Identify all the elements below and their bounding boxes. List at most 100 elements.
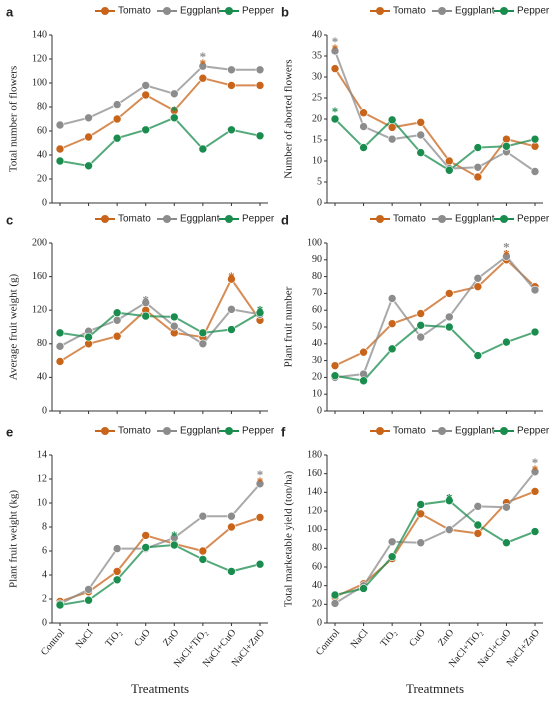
data-point: [387, 134, 397, 144]
data-point: [502, 337, 511, 347]
data-point: [330, 361, 340, 370]
x-tick-label: Control: [314, 627, 342, 658]
data-point: [359, 108, 368, 117]
annotation: *: [332, 34, 339, 49]
data-point: [141, 125, 151, 135]
legend-label: Eggplant: [455, 214, 495, 225]
legend-marker: [438, 7, 446, 15]
y-tick-label: 20: [37, 173, 47, 184]
data-point: [330, 114, 340, 124]
data-point: [530, 142, 540, 151]
y-tick-label: 0: [42, 197, 47, 208]
panel: e Tomato Eggplant Pepper 0 2 4 6 8 10 12 14 Control N…: [6, 424, 275, 696]
data-point: [169, 312, 179, 322]
legend-label: Tomato: [393, 426, 426, 437]
data-point: [227, 522, 236, 532]
y-tick-label: 4: [42, 569, 47, 580]
series-line: [334, 118, 536, 172]
data-point: [255, 308, 265, 318]
data-point: [227, 65, 236, 75]
y-tick-label: 40: [312, 29, 322, 40]
data-point: [416, 118, 426, 127]
series-line: [334, 324, 536, 382]
data-point: [387, 319, 397, 328]
data-point: [227, 567, 236, 576]
legend-label: Eggplant: [180, 214, 220, 225]
legend-label: Eggplant: [180, 6, 220, 17]
annotation: *: [257, 467, 264, 482]
data-point: [444, 496, 454, 506]
data-point: [502, 252, 511, 261]
x-tick-label: CuO: [407, 627, 428, 649]
data-point: [112, 331, 122, 341]
data-point: [198, 511, 208, 521]
x-tick-label: ZnO: [436, 627, 456, 648]
data-point: [112, 544, 122, 553]
data-point: [227, 81, 236, 90]
y-tick-label: 60: [312, 304, 322, 315]
data-point: [112, 575, 122, 585]
series-line: [334, 258, 536, 367]
data-point: [141, 81, 151, 90]
legend-label: Tomato: [118, 426, 151, 437]
y-tick-label: 0: [317, 617, 322, 628]
panel: f Tomato Eggplant Pepper 0 20 40 60 80 100 120 140 1…: [281, 424, 550, 696]
data-point: [112, 567, 122, 576]
data-point: [330, 64, 340, 73]
data-point: [530, 527, 540, 536]
data-point: [444, 525, 454, 534]
data-point: [530, 327, 540, 337]
x-tick-label: NaCl: [74, 627, 96, 650]
y-tick-label: 10: [312, 388, 322, 399]
panel-label: d: [281, 212, 289, 227]
y-tick-label: 140: [307, 487, 322, 498]
y-axis-label: Number of aborted flowers: [283, 59, 295, 178]
legend-marker: [438, 427, 446, 435]
y-tick-label: 30: [312, 71, 322, 82]
y-tick-label: 200: [32, 237, 47, 248]
y-tick-label: 20: [312, 599, 322, 610]
data-point: [359, 143, 368, 152]
y-tick-label: 10: [312, 155, 322, 166]
data-point: [444, 289, 454, 298]
y-tick-label: 40: [312, 338, 322, 349]
data-point: [330, 46, 340, 56]
y-tick-label: 140: [32, 29, 47, 40]
y-tick-label: 2: [42, 593, 47, 604]
legend-label: Pepper: [517, 6, 550, 17]
x-tick-label: ZnO: [161, 627, 181, 648]
data-point: [198, 339, 208, 349]
legend-marker: [163, 427, 171, 435]
y-tick-label: 14: [37, 449, 47, 460]
legend-label: Tomato: [118, 6, 151, 17]
legend-marker: [500, 427, 508, 435]
data-point: [227, 125, 236, 135]
data-point: [198, 61, 208, 71]
y-axis-label: Plant fruit number: [283, 286, 295, 367]
y-tick-label: 120: [307, 505, 322, 516]
panel-label: b: [281, 4, 289, 19]
panel: b Tomato Eggplant Pepper 0 5 10 15 20 25 30 35 40 Num…: [281, 4, 550, 208]
y-axis-label: Total marketable yield (ton/ha): [283, 470, 295, 607]
y-axis-label: Plant fruit weight (kg): [8, 490, 20, 588]
panel: c Tomato Eggplant Pepper 0 40 80 120 160 200 Avera…: [6, 212, 275, 416]
y-tick-label: 100: [307, 524, 322, 535]
y-tick-label: 0: [42, 405, 47, 416]
data-point: [387, 344, 397, 354]
y-tick-label: 120: [32, 53, 47, 64]
data-point: [387, 537, 397, 547]
series-line: [334, 255, 536, 379]
legend-marker: [163, 215, 171, 223]
y-tick-label: 80: [37, 338, 47, 349]
annotation: *: [503, 246, 510, 261]
data-point: [473, 351, 483, 360]
y-tick-label: 60: [312, 561, 322, 572]
y-tick-label: 100: [32, 77, 47, 88]
data-point: [84, 595, 93, 605]
data-point: [387, 123, 397, 132]
data-point: [330, 371, 340, 381]
y-tick-label: 12: [37, 473, 47, 484]
series-line: [59, 65, 260, 126]
data-point: [198, 144, 208, 154]
